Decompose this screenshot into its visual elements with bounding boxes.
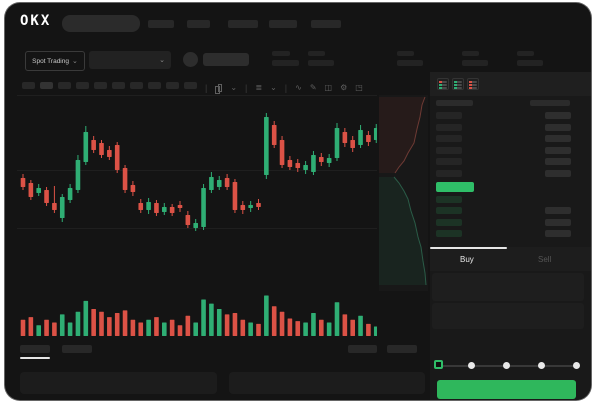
timeframe-button[interactable]	[40, 82, 53, 89]
tab-sell[interactable]: Sell	[538, 255, 552, 264]
bottom-tab-active[interactable]	[20, 345, 50, 353]
stat-skeleton	[517, 51, 534, 56]
timeframe-button[interactable]	[184, 82, 197, 89]
bottom-right-tab-2[interactable]	[387, 345, 417, 353]
ask-row-amount[interactable]	[545, 158, 571, 166]
timeframe-button[interactable]	[58, 82, 71, 89]
okx-logo: OKX	[20, 13, 52, 29]
orderbook-header-amount[interactable]	[530, 100, 570, 106]
candlestick-type-icon[interactable]	[215, 83, 223, 94]
buy-sell-tabs: Buy Sell	[430, 247, 591, 271]
active-tab-underline	[20, 357, 50, 359]
chevron-down-icon: ⌄	[71, 57, 78, 65]
pencil-icon[interactable]: ✎	[309, 83, 317, 92]
bid-row-price[interactable]	[436, 230, 462, 238]
slider-handle[interactable]	[434, 360, 443, 369]
volume-chart	[20, 295, 377, 336]
amount-input[interactable]	[432, 303, 584, 329]
slider-stop-25[interactable]	[468, 362, 475, 369]
stat-skeleton	[397, 51, 414, 56]
chevron-down-icon[interactable]: ⌄	[230, 83, 238, 92]
fullscreen-icon[interactable]: ◳	[355, 83, 363, 92]
timeframe-button[interactable]	[148, 82, 161, 89]
stat-skeleton	[308, 51, 325, 56]
chevron-down-icon[interactable]: ⌄	[270, 83, 277, 92]
orderbook-header-price[interactable]	[436, 100, 473, 106]
ask-row-price[interactable]	[436, 123, 462, 131]
buy-tab-indicator	[430, 247, 507, 249]
history-panel	[229, 372, 425, 394]
indicator-icon[interactable]: ≣	[255, 83, 263, 92]
ask-row-price[interactable]	[436, 112, 462, 119]
stat-skeleton	[272, 60, 299, 66]
bottom-tab-2[interactable]	[62, 345, 92, 353]
tab-buy[interactable]: Buy	[460, 255, 474, 264]
divider: |	[245, 83, 248, 93]
ask-row-amount[interactable]	[545, 123, 571, 131]
amount-slider[interactable]	[434, 360, 580, 369]
app-window: OKX Spot Trading ⌄ ⌄ | ⌄ | ≣ ⌄ | ∿ ✎ ◫ ⚙…	[5, 3, 591, 400]
nav-item-3[interactable]	[228, 20, 258, 28]
divider: |	[205, 83, 208, 93]
search-input[interactable]	[62, 15, 140, 32]
orderbook-toolbar	[430, 72, 591, 96]
nav-item-4[interactable]	[269, 20, 297, 28]
slider-stop-75[interactable]	[538, 362, 545, 369]
ask-row-amount[interactable]	[545, 170, 571, 177]
bid-row-amount[interactable]	[545, 218, 571, 226]
buy-button[interactable]	[437, 380, 576, 399]
stat-skeleton	[397, 60, 423, 66]
timeframe-button[interactable]	[112, 82, 125, 89]
stat-skeleton	[517, 60, 543, 66]
orderbook-bids-icon[interactable]	[452, 78, 464, 90]
orderbook-asks-icon[interactable]	[467, 78, 479, 90]
ask-row-amount[interactable]	[545, 112, 571, 119]
ask-row-amount[interactable]	[545, 146, 571, 154]
account-button[interactable]	[203, 53, 249, 66]
slider-stop-100[interactable]	[573, 362, 580, 369]
nav-item-5[interactable]	[311, 20, 341, 28]
ask-row-price[interactable]	[436, 146, 462, 154]
bid-row-price[interactable]	[436, 207, 462, 215]
orders-panel	[20, 372, 217, 394]
depth-chart	[379, 95, 428, 291]
bid-row-amount[interactable]	[545, 207, 571, 215]
orderbook-combined-icon[interactable]	[437, 78, 449, 90]
ask-row-price[interactable]	[436, 135, 462, 143]
stat-skeleton	[462, 60, 488, 66]
divider: |	[284, 83, 288, 93]
timeframe-button[interactable]	[76, 82, 89, 89]
trade-panel: Buy Sell	[430, 72, 591, 400]
last-price-bar[interactable]	[436, 182, 474, 192]
timeframe-button[interactable]	[94, 82, 107, 89]
wave-icon[interactable]: ∿	[295, 83, 302, 92]
stat-skeleton	[272, 51, 290, 56]
price-input[interactable]	[432, 273, 584, 301]
bid-row-amount[interactable]	[545, 230, 571, 238]
market-type-label: Spot Trading	[32, 57, 69, 65]
stat-skeleton	[462, 51, 479, 56]
slider-stop-50[interactable]	[503, 362, 510, 369]
bid-row-price[interactable]	[436, 218, 462, 226]
gear-icon[interactable]: ⚙	[340, 83, 348, 92]
nav-item-1[interactable]	[148, 20, 174, 28]
ask-row-price[interactable]	[436, 158, 462, 166]
camera-icon[interactable]: ◫	[324, 83, 333, 92]
market-type-dropdown[interactable]: Spot Trading ⌄	[25, 51, 85, 71]
chevron-down-icon: ⌄	[159, 56, 165, 64]
bottom-right-tab-1[interactable]	[348, 345, 377, 353]
timeframe-button[interactable]	[130, 82, 143, 89]
ask-row-amount[interactable]	[545, 135, 571, 143]
candlestick-chart[interactable]	[17, 95, 377, 291]
timeframe-button[interactable]	[22, 82, 35, 89]
bid-row-price[interactable]	[436, 196, 462, 203]
ask-row-price[interactable]	[436, 170, 462, 177]
timeframe-button[interactable]	[166, 82, 179, 89]
nav-item-2[interactable]	[187, 20, 210, 28]
stat-skeleton	[308, 60, 334, 66]
pair-selector[interactable]: ⌄	[89, 51, 171, 69]
avatar[interactable]	[183, 52, 198, 67]
